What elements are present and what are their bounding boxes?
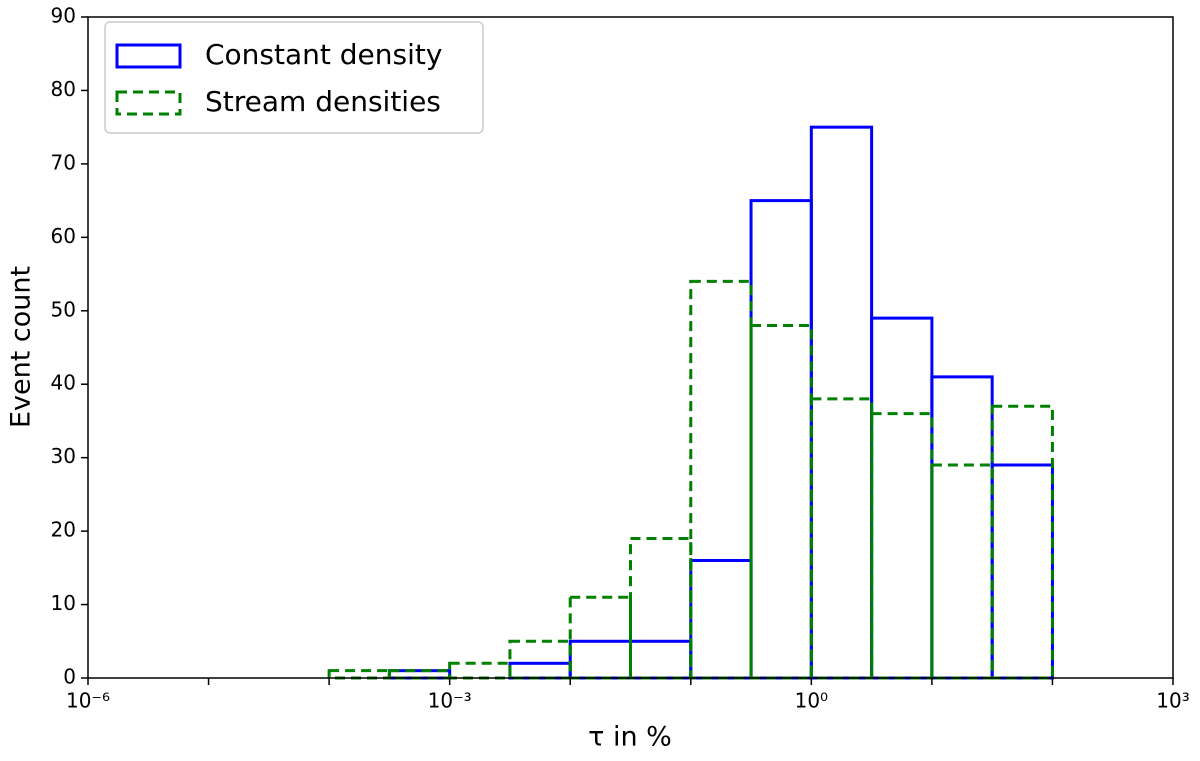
- x-tick-label: 10⁰: [795, 689, 828, 713]
- histogram-bar: [568, 595, 633, 680]
- legend-swatch: [115, 43, 182, 69]
- histogram-bar: [629, 536, 693, 680]
- histogram-bar: [990, 463, 1054, 680]
- histogram-bar: [870, 316, 934, 680]
- histogram-bar: [749, 199, 813, 680]
- x-tick-label: 10⁻⁶: [66, 689, 110, 713]
- histogram-bar: [749, 323, 813, 680]
- y-tick-label: 90: [51, 4, 76, 28]
- y-tick-label: 50: [51, 297, 76, 321]
- y-tick-label: 30: [51, 444, 76, 468]
- y-tick-label: 60: [51, 224, 76, 248]
- legend: Constant density Stream densities: [104, 21, 484, 134]
- histogram-bar: [990, 404, 1054, 680]
- y-tick-label: 40: [51, 371, 76, 395]
- histogram-bar: [809, 125, 874, 680]
- histogram-bar: [870, 412, 934, 680]
- legend-box: [104, 21, 484, 134]
- histogram-bar: [508, 639, 572, 680]
- histogram-bar: [448, 661, 512, 680]
- histogram-bar: [629, 639, 693, 680]
- y-axis-label: Event count: [6, 266, 37, 428]
- histogram-bar: [568, 639, 633, 680]
- y-tick-label: 10: [51, 591, 76, 615]
- x-tick-label: 10³: [1156, 689, 1189, 713]
- y-tick-label: 70: [51, 150, 76, 174]
- y-tick-label: 20: [51, 518, 76, 542]
- histogram-bar: [930, 463, 994, 680]
- histogram-bar: [508, 661, 572, 680]
- x-tick-label: 10⁻³: [428, 689, 472, 713]
- x-axis-label: τ in %: [588, 722, 672, 753]
- histogram-bar: [689, 558, 753, 680]
- legend-label: Constant density: [205, 38, 442, 71]
- y-tick-label: 80: [51, 77, 76, 101]
- plot-frame: [87, 16, 1174, 679]
- histogram-bar: [327, 669, 391, 680]
- legend-label: Stream densities: [205, 85, 441, 118]
- histogram-bar: [930, 375, 994, 680]
- legend-swatch: [115, 90, 182, 116]
- histogram-bar: [809, 397, 874, 680]
- histogram-bar: [689, 279, 753, 680]
- y-tick-label: 0: [63, 665, 76, 689]
